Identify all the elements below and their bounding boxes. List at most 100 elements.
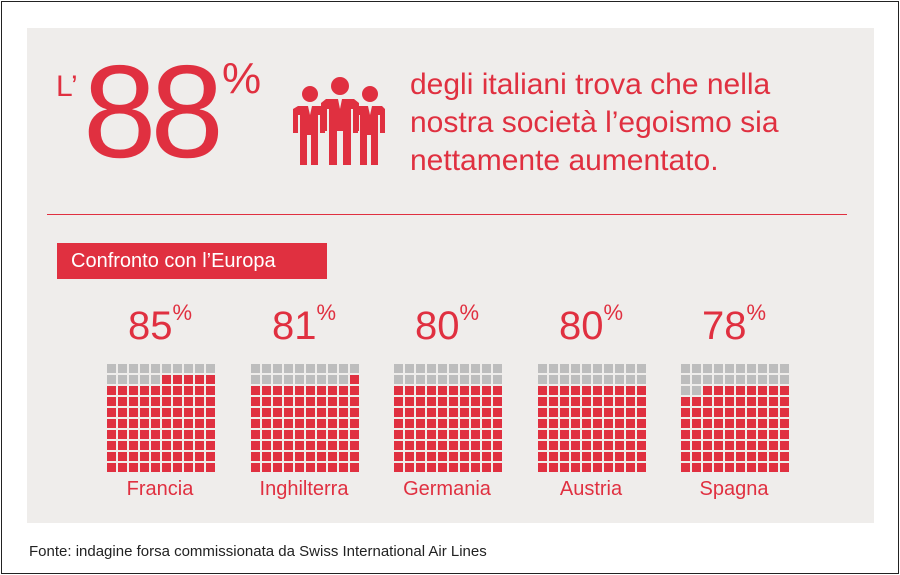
waffle-cell-filled [448,452,458,461]
waffle-cell-filled [470,452,480,461]
waffle-cell-empty [415,364,425,373]
waffle-cell-filled [492,386,502,395]
percent-sign: % [603,300,624,325]
waffle-cell-filled [261,452,271,461]
waffle-cell-filled [205,419,215,428]
content-panel: L’ 88 % degli italiani trova che nella n… [27,28,874,523]
waffle-cell-filled [470,408,480,417]
country-name: Germania [403,478,491,500]
waffle-cell-empty [492,364,502,373]
waffle-cell-filled [559,430,569,439]
waffle-cell-filled [404,441,414,450]
waffle-cell-filled [713,419,723,428]
waffle-cell-empty [272,375,282,384]
waffle-cell-filled [183,452,193,461]
waffle-cell-empty [548,375,558,384]
waffle-cell-filled [548,452,558,461]
waffle-cell-filled [128,397,138,406]
waffle-cell-filled [415,430,425,439]
waffle-cell-filled [327,397,337,406]
country-percentage: 78% [678,302,790,358]
waffle-cell-filled [614,397,624,406]
waffle-cell-filled [481,408,491,417]
waffle-cell-empty [106,364,116,373]
waffle-cell-filled [139,408,149,417]
waffle-cell-filled [548,408,558,417]
waffle-cell-filled [448,408,458,417]
waffle-cell-filled [724,463,734,472]
waffle-cell-filled [404,419,414,428]
waffle-cell-filled [680,397,690,406]
waffle-cell-filled [636,430,646,439]
waffle-cell-filled [327,463,337,472]
waffle-cell-empty [680,375,690,384]
waffle-cell-filled [680,419,690,428]
waffle-cell-filled [470,419,480,428]
waffle-cell-filled [294,430,304,439]
waffle-cell-filled [581,408,591,417]
waffle-cell-filled [415,397,425,406]
waffle-cell-filled [603,463,613,472]
waffle-cell-filled [349,430,359,439]
waffle-cell-filled [603,430,613,439]
waffle-cell-empty [636,375,646,384]
waffle-cell-filled [680,452,690,461]
waffle-cell-filled [592,463,602,472]
waffle-cell-filled [272,397,282,406]
waffle-cell-filled [481,463,491,472]
waffle-cell-filled [316,419,326,428]
waffle-cell-filled [415,408,425,417]
waffle-cell-empty [437,375,447,384]
waffle-cell-filled [250,397,260,406]
waffle-cell-filled [581,463,591,472]
waffle-cell-filled [713,441,723,450]
waffle-cell-filled [625,463,635,472]
waffle-cell-filled [470,386,480,395]
waffle-cell-filled [349,452,359,461]
waffle-cell-filled [746,386,756,395]
waffle-cell-empty [261,364,271,373]
waffle-cell-filled [459,441,469,450]
waffle-cell-filled [702,397,712,406]
waffle-cell-filled [106,397,116,406]
waffle-cell-empty [570,364,580,373]
waffle-cell-filled [117,408,127,417]
country-percentage: 80% [535,302,647,358]
waffle-cell-filled [106,419,116,428]
waffle-cell-empty [713,375,723,384]
waffle-cell-filled [117,419,127,428]
waffle-cell-empty [437,364,447,373]
waffle-cell-empty [691,364,701,373]
waffle-cell-empty [735,375,745,384]
waffle-cell-empty [636,364,646,373]
waffle-cell-empty [680,386,690,395]
waffle-cell-filled [183,408,193,417]
waffle-cell-filled [426,419,436,428]
waffle-cell-filled [459,386,469,395]
waffle-cell-filled [250,408,260,417]
waffle-cell-empty [614,364,624,373]
waffle-cell-filled [581,397,591,406]
waffle-cell-filled [316,408,326,417]
waffle-cell-empty [415,375,425,384]
waffle-grid [393,364,502,472]
waffle-cell-filled [636,408,646,417]
waffle-cell-filled [548,386,558,395]
waffle-cell-empty [481,364,491,373]
waffle-cell-filled [636,452,646,461]
waffle-cell-filled [250,430,260,439]
country-austria: 80% Austria [535,302,647,501]
waffle-cell-filled [194,430,204,439]
waffle-cell-empty [183,364,193,373]
waffle-cell-empty [592,375,602,384]
waffle-cell-filled [570,441,580,450]
waffle-cell-filled [459,397,469,406]
waffle-cell-filled [415,463,425,472]
waffle-cell-filled [724,452,734,461]
waffle-cell-filled [294,463,304,472]
waffle-cell-empty [393,375,403,384]
waffle-cell-filled [161,452,171,461]
waffle-cell-filled [128,419,138,428]
waffle-cell-filled [283,452,293,461]
waffle-cell-filled [625,419,635,428]
